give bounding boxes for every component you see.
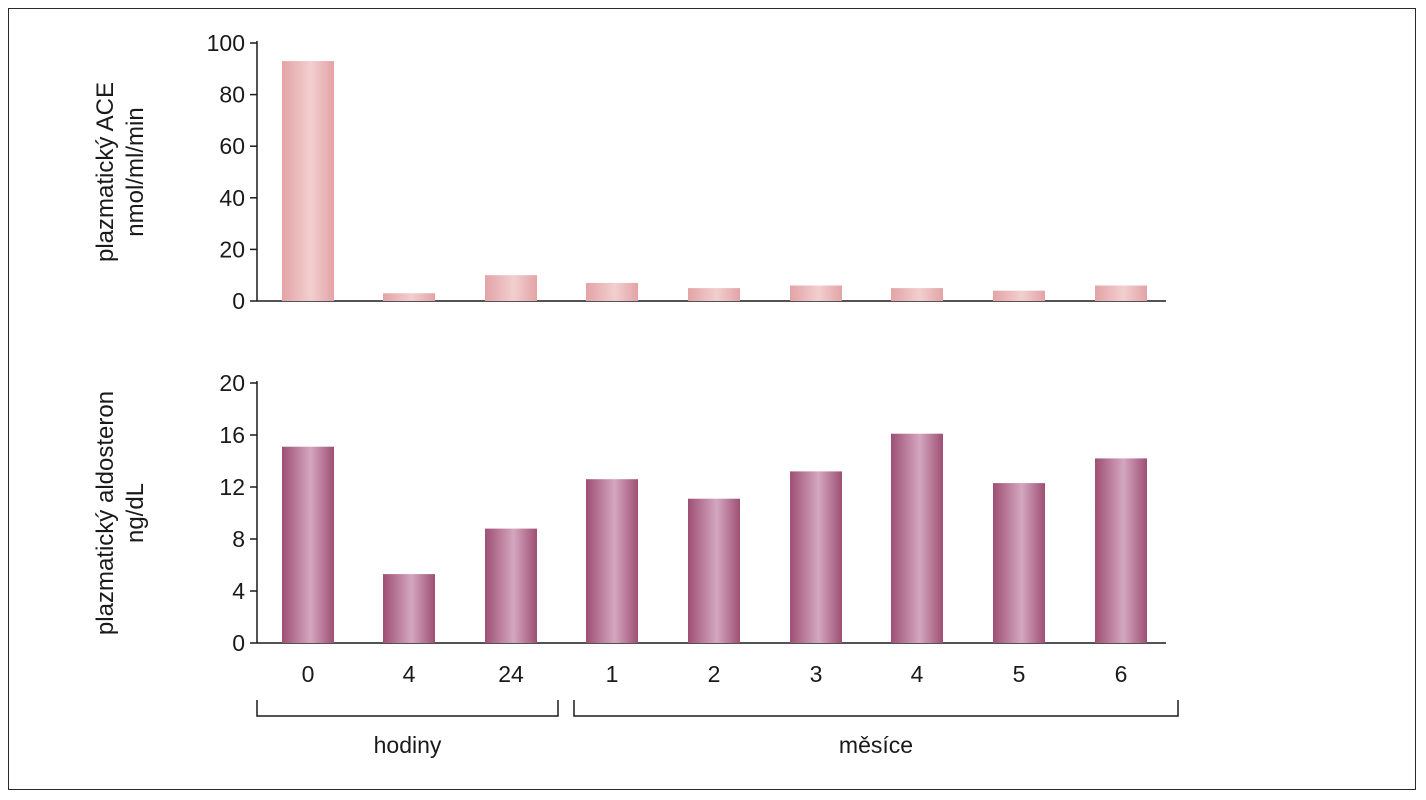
aldosterone-bar-0 — [282, 446, 334, 643]
aldosterone-x-tick-label: 1 — [606, 661, 619, 687]
aldosterone-y-axis-label: ng/dL — [122, 483, 149, 543]
aldosterone-x-tick-label: 6 — [1115, 661, 1128, 687]
ace-bar-1 — [586, 282, 638, 301]
ace-y-tick-label: 80 — [219, 82, 245, 108]
ace-bar-5 — [993, 290, 1045, 301]
ace-y-tick-label: 60 — [219, 133, 245, 159]
aldosterone-x-tick-label: 5 — [1013, 661, 1026, 687]
aldosterone-y-tick-label: 0 — [232, 630, 245, 656]
chart-frame — [8, 8, 1416, 790]
ace-y-tick-label: 20 — [219, 236, 245, 262]
aldosterone-y-tick-label: 4 — [232, 578, 245, 604]
ace-y-tick-label: 100 — [207, 30, 245, 56]
aldosterone-bar-3 — [790, 471, 842, 643]
x-group-brackets: hodiny měsíce — [256, 700, 1179, 758]
ace-bar-24 — [485, 275, 537, 301]
ace-y-tick-label: 40 — [219, 185, 245, 211]
aldosterone-x-tick-label: 3 — [810, 661, 823, 687]
ace-y-axis-label: plazmatický ACE — [92, 82, 119, 262]
ace-bar-4 — [383, 293, 435, 301]
aldosterone-x-tick-label: 4 — [911, 661, 924, 687]
aldosterone-y-tick-label: 8 — [232, 526, 245, 552]
aldosterone-y-tick-label: 20 — [219, 370, 245, 396]
ace-bar-4 — [891, 288, 943, 301]
aldosterone-x-tick-label: 0 — [302, 661, 315, 687]
aldosterone-y-tick-label: 16 — [219, 422, 245, 448]
aldosterone-bar-1 — [586, 479, 638, 643]
aldosterone-bar-5 — [993, 483, 1045, 643]
group-bracket-1 — [573, 700, 1179, 717]
aldosterone-bar-4 — [383, 574, 435, 643]
group-label: měsíce — [839, 732, 913, 758]
ace-bar-2 — [688, 288, 740, 301]
aldosterone-x-tick-label: 2 — [708, 661, 721, 687]
aldosterone-bar-2 — [688, 498, 740, 643]
aldosterone-bar-24 — [485, 528, 537, 643]
ace-y-axis-label: nmol/ml/min — [122, 107, 149, 236]
ace-bar-6 — [1095, 285, 1147, 301]
aldosterone-bar-4 — [891, 433, 943, 643]
aldosterone-y-axis-label: plazmatický aldosteron — [92, 391, 119, 635]
ace-chart-panel: 0 20 40 60 80 100 plazmatický ACE nmol/ml/min — [92, 30, 1166, 314]
aldosterone-y-tick-label: 12 — [219, 474, 245, 500]
ace-y-tick-label: 0 — [232, 288, 245, 314]
aldosterone-x-tick-label: 4 — [403, 661, 416, 687]
ace-bar-3 — [790, 285, 842, 301]
ace-bar-0 — [282, 61, 334, 302]
aldosterone-x-tick-label: 24 — [498, 661, 524, 687]
aldosterone-bar-6 — [1095, 458, 1147, 643]
group-bracket-0 — [256, 700, 559, 717]
group-label: hodiny — [374, 732, 442, 758]
